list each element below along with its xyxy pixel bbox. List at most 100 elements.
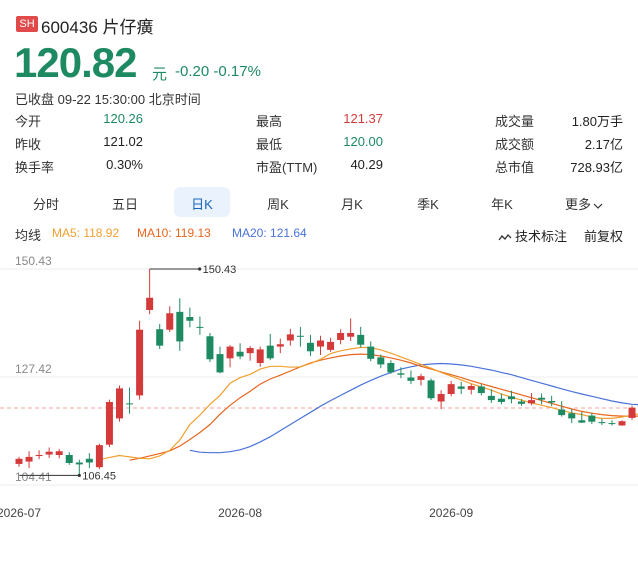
tab-more[interactable]: 更多 xyxy=(554,194,614,213)
x-tick-label: 2026-09 xyxy=(429,506,473,520)
candle-body xyxy=(306,342,314,352)
candle-body xyxy=(457,386,465,389)
quote-value-low: 120.00 xyxy=(343,134,383,149)
min-marker-dot xyxy=(77,473,81,478)
candle-body xyxy=(628,407,636,418)
candle-body xyxy=(136,329,144,396)
candle xyxy=(578,411,586,424)
quote-label-pe: 市盈(TTM) xyxy=(256,160,318,175)
ma20-value: MA20: 121.64 xyxy=(232,226,307,240)
candle xyxy=(387,360,395,374)
active-tab-highlight xyxy=(174,187,230,217)
candle xyxy=(126,387,134,414)
candle xyxy=(588,412,596,425)
tab-five-day[interactable]: 五日 xyxy=(111,197,138,212)
candle xyxy=(176,298,184,351)
candle xyxy=(317,335,324,356)
tab-daily-k[interactable]: 日K xyxy=(191,197,213,212)
tab-intraday[interactable]: 分时 xyxy=(32,197,59,212)
chevron-down-icon xyxy=(593,203,603,209)
quote-value-volume: 1.80万手 xyxy=(571,114,623,129)
candle xyxy=(538,393,546,405)
quote-label-low: 最低 xyxy=(256,137,283,152)
candle xyxy=(417,373,425,386)
quote-value-prev-close: 121.02 xyxy=(103,134,143,149)
adjust-mode-button[interactable]: 前复权 xyxy=(584,229,624,244)
candle xyxy=(296,326,304,347)
candle xyxy=(558,401,566,417)
tech-annotation-toggle[interactable]: 技术标注 xyxy=(498,226,567,245)
ma10-line xyxy=(129,353,638,461)
candle xyxy=(467,384,475,395)
candle xyxy=(437,390,445,410)
candle-body xyxy=(146,297,154,310)
candle-body xyxy=(327,341,335,350)
quote-label-high: 最高 xyxy=(256,114,283,129)
candle-body xyxy=(25,456,33,462)
candle-body xyxy=(317,340,324,347)
tab-weekly-k[interactable]: 周K xyxy=(267,197,289,212)
ma5-line xyxy=(99,346,638,461)
candle-body xyxy=(608,423,616,425)
candle-body xyxy=(618,421,626,426)
price-unit: 元 xyxy=(152,66,168,83)
candle xyxy=(55,448,63,459)
candle-body xyxy=(156,329,164,346)
y-tick-label: 104.41 xyxy=(15,470,52,484)
candle xyxy=(397,367,405,379)
candle-body xyxy=(357,334,365,345)
candle-body xyxy=(216,354,224,373)
candle xyxy=(608,420,616,426)
candle-body xyxy=(387,363,395,373)
candle-body xyxy=(528,400,536,404)
candle xyxy=(85,453,93,469)
candle xyxy=(246,346,254,361)
x-tick-label: 2026-08 xyxy=(218,506,262,520)
chart-grid xyxy=(0,268,638,486)
x-axis-labels: 2026-07 2026-08 2026-09 xyxy=(0,506,473,520)
candle-body xyxy=(417,376,425,380)
candle-body xyxy=(477,386,485,394)
zigzag-line-icon xyxy=(498,233,512,240)
quote-label-volume: 成交量 xyxy=(495,114,535,129)
candle-body xyxy=(206,336,214,360)
quote-value-pe: 40.29 xyxy=(350,157,383,172)
candle-body xyxy=(55,451,63,456)
tab-yearly-k[interactable]: 年K xyxy=(491,197,513,212)
candle xyxy=(507,390,515,404)
candle xyxy=(25,451,33,469)
candle-body xyxy=(407,377,415,381)
candle-body xyxy=(548,401,556,403)
candle xyxy=(528,393,536,406)
candle-body xyxy=(246,347,254,354)
candle xyxy=(105,399,113,448)
candle-body xyxy=(518,401,525,404)
candle xyxy=(327,337,335,352)
max-marker-dot xyxy=(198,267,202,271)
quote-value-open: 120.26 xyxy=(103,111,143,126)
tab-monthly-k[interactable]: 月K xyxy=(341,197,363,212)
candle-body xyxy=(166,313,174,330)
candle-body xyxy=(447,384,455,394)
tab-quarterly-k[interactable]: 季K xyxy=(417,197,439,212)
ma-lines xyxy=(99,346,638,461)
candle-body xyxy=(558,409,566,416)
candle-body xyxy=(65,455,73,463)
candle-body xyxy=(507,396,515,400)
candle-body xyxy=(35,455,43,457)
candle-body xyxy=(397,373,405,375)
candle xyxy=(487,389,495,403)
candle-body xyxy=(367,346,375,359)
change-percent: -0.17% xyxy=(213,63,261,80)
candle xyxy=(256,346,264,367)
candle xyxy=(35,450,43,460)
candle-body xyxy=(45,451,53,455)
candle xyxy=(628,405,636,420)
candle xyxy=(337,329,345,345)
candle-body xyxy=(95,445,103,468)
y-tick-label: 150.43 xyxy=(15,254,52,268)
candle-body xyxy=(186,317,194,321)
candle xyxy=(477,384,485,396)
market-status: 已收盘 09-22 15:30:00 北京时间 xyxy=(15,92,201,107)
